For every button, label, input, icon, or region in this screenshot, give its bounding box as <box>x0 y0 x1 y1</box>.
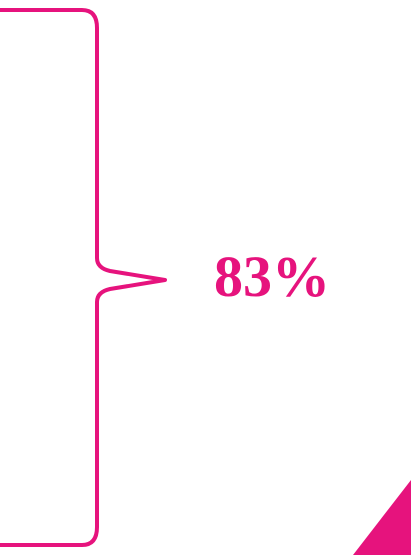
corner-wedge-icon <box>353 480 411 555</box>
curly-brace-icon <box>0 8 167 547</box>
percentage-label: 83% <box>214 244 330 309</box>
